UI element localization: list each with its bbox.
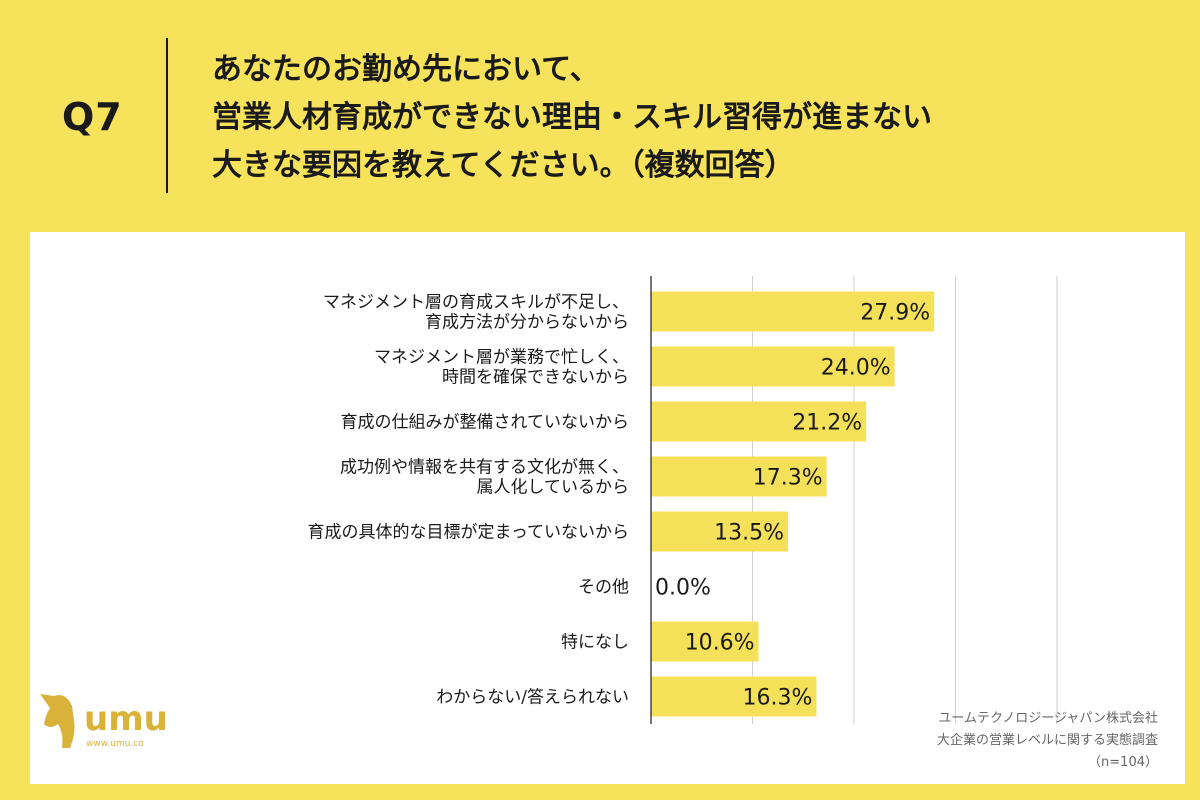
question-line-1: あなたのお勤め先において、 (212, 52, 600, 87)
bar-0 (651, 291, 935, 332)
bar-3 (651, 456, 827, 497)
category-label-0-0: マネジメント層の育成スキルが不足し、 (323, 293, 629, 313)
category-label-6-0: 特になし (561, 633, 629, 653)
question-text: あなたのお勤め先において、 営業人材育成ができない理由・スキル習得が進まない 大… (212, 46, 932, 190)
bar-2 (651, 401, 867, 442)
bar-1 (651, 346, 895, 387)
question-number: Q7 (62, 95, 123, 139)
bar-7 (651, 676, 817, 717)
value-label-1: 24.0% (821, 356, 891, 381)
category-label-3-0: 成功例や情報を共有する文化が無く、 (340, 458, 629, 478)
category-label-7-0: わからない/答えられない (436, 688, 629, 708)
value-label-6: 10.6% (685, 631, 755, 656)
value-label-5: 0.0% (655, 576, 711, 601)
chart-panel: 27.9% マネジメント層の育成スキルが不足し、 育成方法が分からないから 24.0%… (30, 232, 1185, 784)
question-header: Q7 あなたのお勤め先において、 営業人材育成ができない理由・スキル習得が進まな… (0, 0, 1200, 230)
bar-chart: 27.9% マネジメント層の育成スキルが不足し、育成方法が分からないから 24.0%… (308, 276, 1058, 724)
category-label-1-1: 時間を確保できないから (442, 368, 629, 388)
value-label-3: 17.3% (753, 466, 823, 491)
sample-size: （n=104） (1088, 755, 1158, 770)
value-label-0: 27.9% (860, 301, 930, 326)
logo-word: umu (84, 699, 168, 739)
category-label-2-0: 育成の仕組みが整備されていないから (341, 413, 630, 433)
category-label-3-1: 属人化しているから (477, 478, 630, 498)
bar-4 (651, 511, 789, 552)
category-label-5-0: その他 (578, 578, 629, 598)
source-company: ユームテクノロジージャパン株式会社 (938, 711, 1158, 726)
source-survey: 大企業の営業レベルに関する実態調査 (936, 733, 1158, 748)
header-divider (166, 38, 168, 193)
category-label-0-1: 育成方法が分からないから (425, 313, 629, 333)
horse-head-icon (40, 694, 75, 748)
category-label-1-0: マネジメント層が業務で忙しく、 (374, 348, 629, 368)
logo-url: www.umu.co (86, 739, 144, 749)
value-label-7: 16.3% (743, 686, 813, 711)
source-note: ユームテクノロジージャパン株式会社 大企業の営業レベルに関する実態調査 （n=1… (937, 708, 1158, 774)
question-line-3: 大きな要因を教えてください。（複数回答） (212, 148, 795, 183)
value-label-2: 21.2% (792, 411, 862, 436)
umu-logo: umu www.umu.co (36, 690, 176, 760)
category-label-4-0: 育成の具体的な目標が定まっていないから (308, 523, 629, 543)
value-label-4: 13.5% (714, 521, 784, 546)
bar-6 (651, 621, 759, 662)
question-line-2: 営業人材育成ができない理由・スキル習得が進まない (212, 100, 932, 135)
